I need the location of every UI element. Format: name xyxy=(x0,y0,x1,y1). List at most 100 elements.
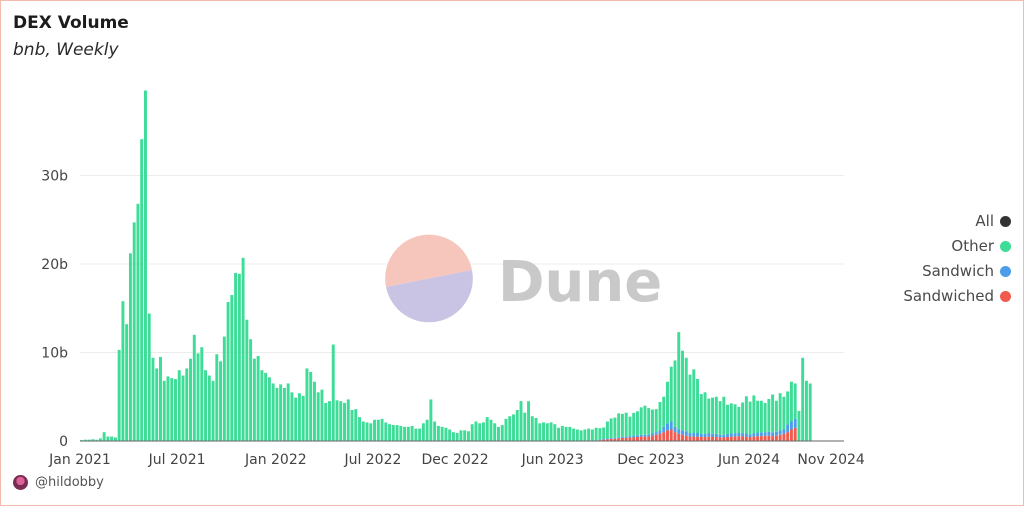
bar-other[interactable] xyxy=(598,428,602,440)
bar-other[interactable] xyxy=(654,409,658,433)
bar-other[interactable] xyxy=(455,433,459,441)
bar-sandwich[interactable] xyxy=(647,434,651,437)
bar-other[interactable] xyxy=(711,397,715,434)
bar-sandwich[interactable] xyxy=(688,433,692,437)
bar-other[interactable] xyxy=(350,410,354,441)
bar-sandwiched[interactable] xyxy=(774,435,778,441)
bar-other[interactable] xyxy=(128,253,132,441)
bar-sandwiched[interactable] xyxy=(684,435,688,441)
bar-other[interactable] xyxy=(650,409,654,434)
bar-sandwiched[interactable] xyxy=(602,439,606,441)
bar-sandwich[interactable] xyxy=(632,435,636,438)
bar-sandwiched[interactable] xyxy=(752,436,756,441)
bar-sandwiched[interactable] xyxy=(707,436,711,441)
bar-other[interactable] xyxy=(466,431,470,441)
bar-other[interactable] xyxy=(87,439,91,441)
bar-other[interactable] xyxy=(801,357,805,441)
bar-other[interactable] xyxy=(177,370,181,441)
bar-other[interactable] xyxy=(335,400,339,441)
bar-other[interactable] xyxy=(373,419,377,441)
bar-sandwich[interactable] xyxy=(714,433,718,438)
bar-sandwich[interactable] xyxy=(684,431,688,436)
bar-other[interactable] xyxy=(369,423,373,441)
bar-sandwiched[interactable] xyxy=(666,430,669,441)
bar-sandwich[interactable] xyxy=(752,433,756,437)
bar-other[interactable] xyxy=(143,90,147,441)
bar-other[interactable] xyxy=(774,400,778,432)
bar-other[interactable] xyxy=(264,372,268,441)
bar-sandwich[interactable] xyxy=(782,429,786,434)
bar-other[interactable] xyxy=(587,428,591,441)
bar-other[interactable] xyxy=(241,257,245,441)
bar-other[interactable] xyxy=(346,399,350,441)
bar-other[interactable] xyxy=(406,426,410,441)
bar-other[interactable] xyxy=(782,396,786,430)
bar-sandwich[interactable] xyxy=(643,434,647,437)
bar-other[interactable] xyxy=(789,381,793,422)
bar-other[interactable] xyxy=(320,389,324,441)
bar-other[interactable] xyxy=(515,410,519,441)
bar-sandwich[interactable] xyxy=(662,426,666,433)
bar-sandwich[interactable] xyxy=(707,433,711,437)
bar-other[interactable] xyxy=(729,403,733,434)
bar-other[interactable] xyxy=(572,428,576,441)
bar-other[interactable] xyxy=(459,430,463,441)
bar-other[interactable] xyxy=(106,436,110,441)
bar-other[interactable] xyxy=(384,422,388,441)
bar-sandwiched[interactable] xyxy=(778,434,782,441)
bar-other[interactable] xyxy=(594,427,598,441)
bar-other[interactable] xyxy=(414,428,418,441)
bar-sandwiched[interactable] xyxy=(782,433,786,441)
bar-other[interactable] xyxy=(140,139,144,441)
bar-other[interactable] xyxy=(256,356,260,441)
bar-other[interactable] xyxy=(125,324,129,441)
bar-sandwiched[interactable] xyxy=(628,437,632,441)
bar-other[interactable] xyxy=(83,439,87,441)
bar-sandwiched[interactable] xyxy=(756,436,760,441)
bar-other[interactable] xyxy=(260,370,264,441)
legend-item-all[interactable]: All xyxy=(975,211,1011,231)
bar-sandwich[interactable] xyxy=(654,432,658,435)
bar-sandwich[interactable] xyxy=(624,436,628,438)
bar-sandwiched[interactable] xyxy=(737,436,741,441)
legend-item-sandwich[interactable]: Sandwich xyxy=(922,261,1011,281)
bar-other[interactable] xyxy=(121,301,125,441)
bar-sandwich[interactable] xyxy=(609,437,613,439)
bar-other[interactable] xyxy=(343,402,346,441)
bar-sandwich[interactable] xyxy=(733,433,737,437)
bar-other[interactable] xyxy=(245,319,249,441)
bar-other[interactable] xyxy=(553,424,557,441)
bar-sandwiched[interactable] xyxy=(613,438,617,441)
bar-other[interactable] xyxy=(339,401,343,441)
bar-other[interactable] xyxy=(538,423,542,441)
bar-other[interactable] xyxy=(211,380,215,441)
bar-other[interactable] xyxy=(763,402,767,433)
bar-other[interactable] xyxy=(429,399,433,441)
bar-other[interactable] xyxy=(305,368,309,441)
bar-other[interactable] xyxy=(196,353,200,441)
bar-other[interactable] xyxy=(403,426,407,441)
bar-other[interactable] xyxy=(756,400,760,433)
bar-other[interactable] xyxy=(470,424,474,441)
bar-other[interactable] xyxy=(617,413,621,438)
bar-other[interactable] xyxy=(185,368,189,441)
bar-other[interactable] xyxy=(560,425,564,441)
bar-other[interactable] xyxy=(463,430,467,441)
bar-other[interactable] xyxy=(624,412,628,437)
bar-sandwiched[interactable] xyxy=(789,429,793,441)
bar-sandwiched[interactable] xyxy=(658,433,662,441)
bar-other[interactable] xyxy=(395,425,399,441)
bar-other[interactable] xyxy=(365,422,369,441)
bar-other[interactable] xyxy=(113,437,117,441)
bar-other[interactable] xyxy=(425,419,429,441)
bar-other[interactable] xyxy=(726,404,730,434)
bar-sandwiched[interactable] xyxy=(767,435,771,441)
bar-sandwich[interactable] xyxy=(620,436,624,438)
bar-other[interactable] xyxy=(147,313,151,441)
bar-other[interactable] xyxy=(162,380,166,441)
bar-sandwich[interactable] xyxy=(666,423,669,431)
bar-other[interactable] xyxy=(440,426,444,441)
bar-other[interactable] xyxy=(286,383,290,441)
bar-sandwiched[interactable] xyxy=(681,434,684,441)
bar-sandwich[interactable] xyxy=(628,436,632,438)
